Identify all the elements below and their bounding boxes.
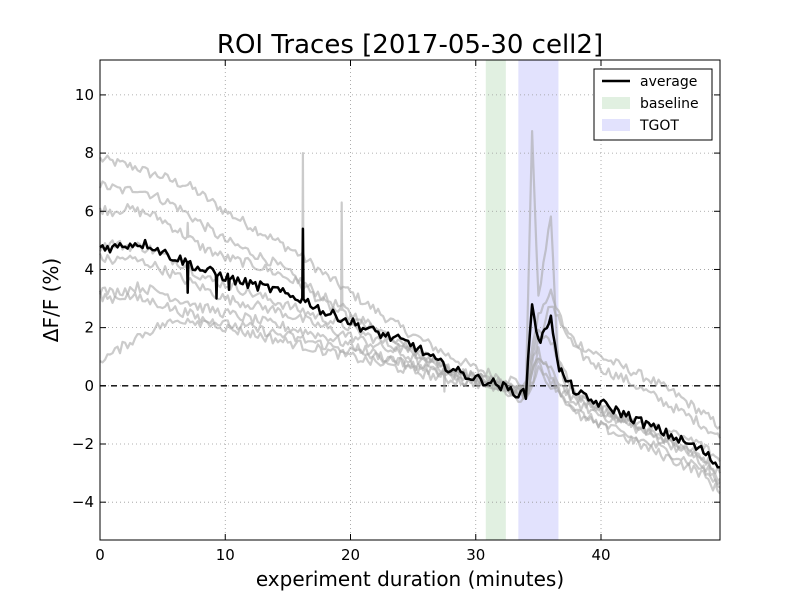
legend-label-average: average [640, 74, 697, 90]
y-tick-label: 4 [84, 260, 94, 278]
x-tick-label: 10 [216, 546, 235, 564]
y-tick-label: 0 [84, 377, 94, 395]
y-tick-label: 8 [84, 144, 94, 162]
average-trace [99, 227, 720, 469]
x-tick-label: 40 [591, 546, 610, 564]
roi-trace-1 [99, 154, 721, 430]
y-axis-label: ΔF/F (%) [39, 258, 63, 342]
x-tick-label: 20 [341, 546, 360, 564]
roi-traces [98, 130, 722, 495]
y-tick-label: 10 [75, 86, 94, 104]
roi-trace-2 [98, 180, 721, 439]
legend-swatch-TGOT [602, 119, 630, 131]
roi-trace-7 [98, 290, 721, 495]
legend: average baseline TGOT [593, 68, 713, 141]
x-tick-label: 0 [95, 546, 105, 564]
y-tick-label: 2 [84, 319, 94, 337]
shaded-region-TGOT [518, 60, 559, 540]
x-axis-label: experiment duration (minutes) [256, 567, 564, 591]
legend-label-TGOT: TGOT [639, 118, 679, 134]
y-tick-label: −2 [72, 435, 94, 453]
y-tick-label: −4 [72, 493, 94, 511]
axes-frame [99, 59, 721, 541]
legend-swatch-baseline [602, 97, 630, 109]
shaded-region-baseline [485, 60, 506, 540]
legend-label-baseline: baseline [640, 96, 699, 112]
x-tick-label: 30 [466, 546, 485, 564]
y-tick-label: 6 [84, 202, 94, 220]
roi-trace-8 [99, 317, 721, 463]
chart-title: ROI Traces [2017-05-30 cell2] [217, 30, 603, 60]
